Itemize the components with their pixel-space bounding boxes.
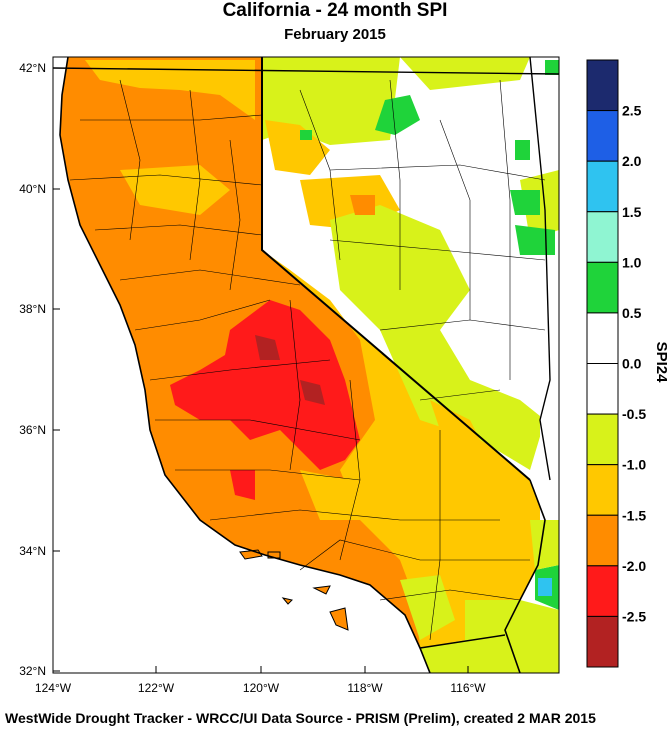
lon-label: 118°W: [347, 681, 383, 695]
colorbar-swatch: [586, 160, 619, 213]
colorbar-label: -1.5: [622, 507, 646, 523]
lon-label: 122°W: [138, 681, 175, 695]
colorbar-swatch: [586, 59, 619, 112]
map-title: California - 24 month SPI: [222, 0, 448, 21]
lon-label: 120°W: [243, 681, 280, 695]
colorbar-label: 1.0: [622, 254, 642, 270]
colorbar-swatch: [586, 464, 619, 516]
lat-axis: 42°N 40°N 38°N 36°N 34°N 32°N: [19, 61, 60, 678]
colorbar-swatch: [586, 211, 619, 263]
map-subtitle: February 2015: [284, 26, 386, 43]
spi-field: [53, 57, 559, 673]
lat-label: 40°N: [19, 182, 46, 196]
lat-label: 42°N: [19, 61, 46, 75]
colorbar-label: 2.5: [622, 103, 642, 119]
lat-label: 32°N: [19, 664, 46, 678]
colorbar-swatch: [586, 565, 619, 617]
colorbar-title: SPI24: [653, 342, 670, 384]
colorbar-swatch: [586, 413, 619, 466]
footer-credit: WestWide Drought Tracker - WRCC/UI Data …: [5, 710, 596, 726]
colorbar-swatch: [586, 363, 619, 415]
colorbar-swatch: [586, 110, 619, 162]
colorbar-label: 0.0: [622, 356, 642, 372]
colorbar-swatch: [586, 615, 619, 668]
lat-label: 38°N: [19, 302, 46, 316]
colorbar-label: -0.5: [622, 406, 646, 422]
ocean: [53, 57, 430, 673]
nv-ut-border: [529, 57, 551, 481]
mexico-border: [419, 634, 506, 649]
colorbar-label: -2.0: [622, 558, 646, 574]
coastline: [59, 57, 431, 673]
spi-yellow-orange-region: [262, 250, 545, 648]
colorbar-label: 0.5: [622, 305, 642, 321]
colorbar-label: -1.0: [622, 457, 646, 473]
map-frame: [52, 56, 560, 674]
colorbar-label: 1.5: [622, 204, 642, 220]
spi-red-region: [170, 300, 360, 470]
county-lines: [69, 79, 546, 641]
lat-label: 36°N: [19, 423, 46, 437]
colorbar-swatch: [586, 312, 619, 364]
colorbar-label: 2.0: [622, 153, 642, 169]
colorbar-swatch: [586, 514, 619, 567]
lon-axis: 124°W 122°W 120°W 118°W 116°W: [35, 666, 486, 695]
colorbar-swatch: [586, 261, 619, 314]
colorbar: 2.5 2.0 1.5 1.0 0.5 0.0 -0.5 -1.0 -1.5 -2.0 -2.5: [586, 59, 646, 668]
lat-label: 34°N: [19, 544, 46, 558]
lon-label: 124°W: [35, 681, 72, 695]
lon-label: 116°W: [450, 681, 486, 695]
or-border: [53, 67, 559, 75]
colorado-river-border: [504, 479, 546, 673]
ca-nv-border: [261, 57, 531, 481]
colorbar-label: -2.5: [622, 608, 646, 624]
